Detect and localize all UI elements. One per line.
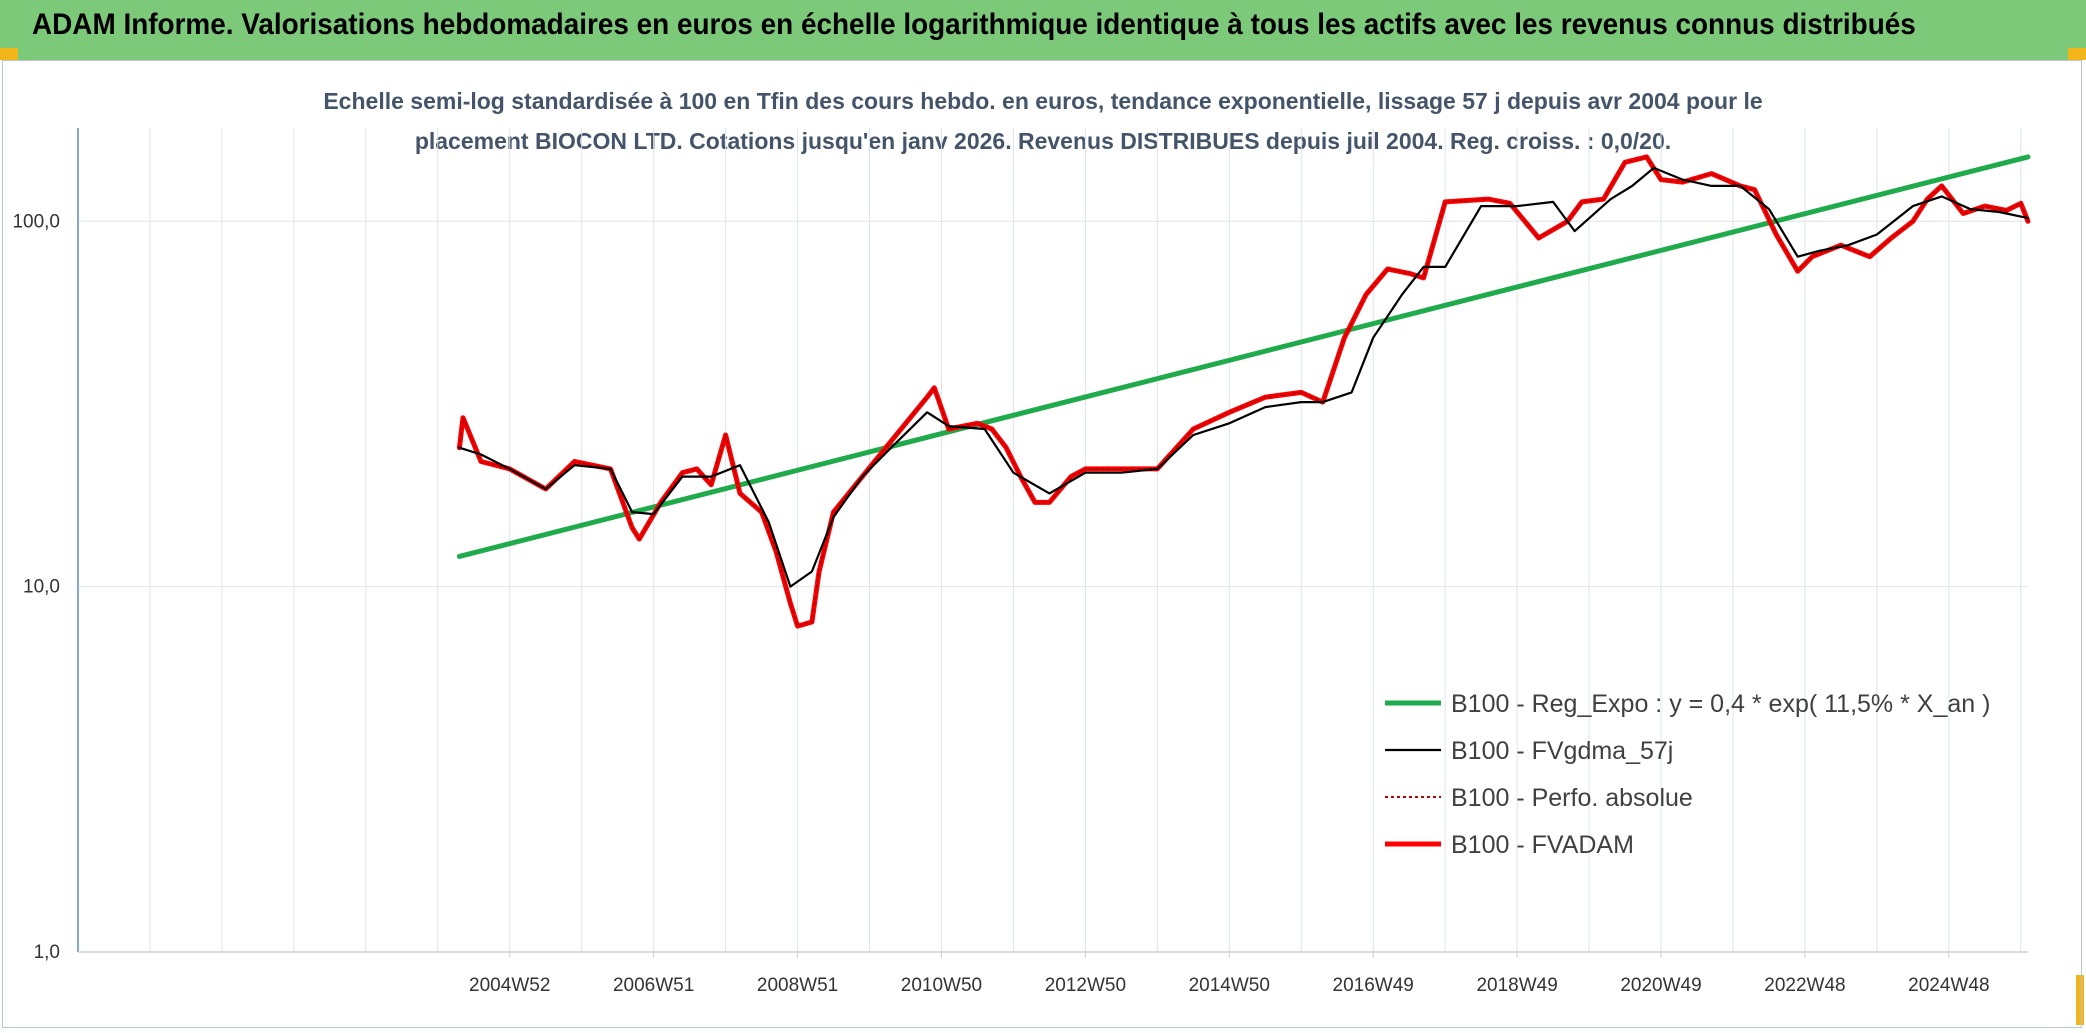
x-tick-label: 2014W50 xyxy=(1189,975,1270,996)
title-banner: ADAM Informe. Valorisations hebdomadaire… xyxy=(0,0,2086,60)
report-title: ADAM Informe. Valorisations hebdomadaire… xyxy=(32,8,1916,41)
x-tick-label: 2008W51 xyxy=(757,975,838,996)
x-tick-label: 2016W49 xyxy=(1333,975,1414,996)
series-line xyxy=(458,155,2029,628)
legend-label: B100 - Reg_Expo : y = 0,4 * exp( 11,5% *… xyxy=(1451,690,1990,718)
corner-marker-bottom-right xyxy=(2076,975,2084,1025)
x-tick-label: 2018W49 xyxy=(1476,975,1557,996)
corner-marker-right xyxy=(2068,48,2086,60)
series-line xyxy=(456,154,2031,559)
series-line xyxy=(458,166,2030,588)
legend-label: B100 - FVgdma_57j xyxy=(1451,737,1673,765)
y-tick-labels: 1,0 10,0 100,0 xyxy=(12,211,60,963)
x-tick-label: 2012W50 xyxy=(1045,975,1126,996)
series-lines xyxy=(456,154,2031,629)
legend-label: B100 - FVADAM xyxy=(1451,831,1634,859)
y-tick-label: 10,0 xyxy=(23,577,60,598)
horizontal-gridlines xyxy=(78,220,2028,953)
x-tick-label: 2004W52 xyxy=(469,975,550,996)
legend-label: B100 - Perfo. absolue xyxy=(1451,784,1693,812)
y-tick-label: 100,0 xyxy=(12,211,60,232)
x-tick-label: 2020W49 xyxy=(1620,975,1701,996)
vertical-gridlines xyxy=(149,128,2022,952)
chart-title-line2: placement BIOCON LTD. Cotations jusqu'en… xyxy=(414,128,1672,154)
y-tick-label: 1,0 xyxy=(34,942,60,963)
x-tick-label: 2024W48 xyxy=(1908,975,1989,996)
corner-marker-left xyxy=(0,48,18,60)
x-tick-label: 2010W50 xyxy=(901,975,982,996)
x-tick-labels: 2004W52 2006W51 2008W51 2010W50 2012W50 2014W… xyxy=(469,952,1990,996)
chart-legend: B100 - Reg_Expo : y = 0,4 * exp( 11,5% *… xyxy=(1385,690,1990,859)
chart-title-line1: Echelle semi-log standardisée à 100 en T… xyxy=(323,88,1763,114)
x-tick-label: 2022W48 xyxy=(1764,975,1845,996)
x-tick-label: 2006W51 xyxy=(613,975,694,996)
series-line xyxy=(456,154,2031,629)
chart-frame xyxy=(2,60,2082,1028)
